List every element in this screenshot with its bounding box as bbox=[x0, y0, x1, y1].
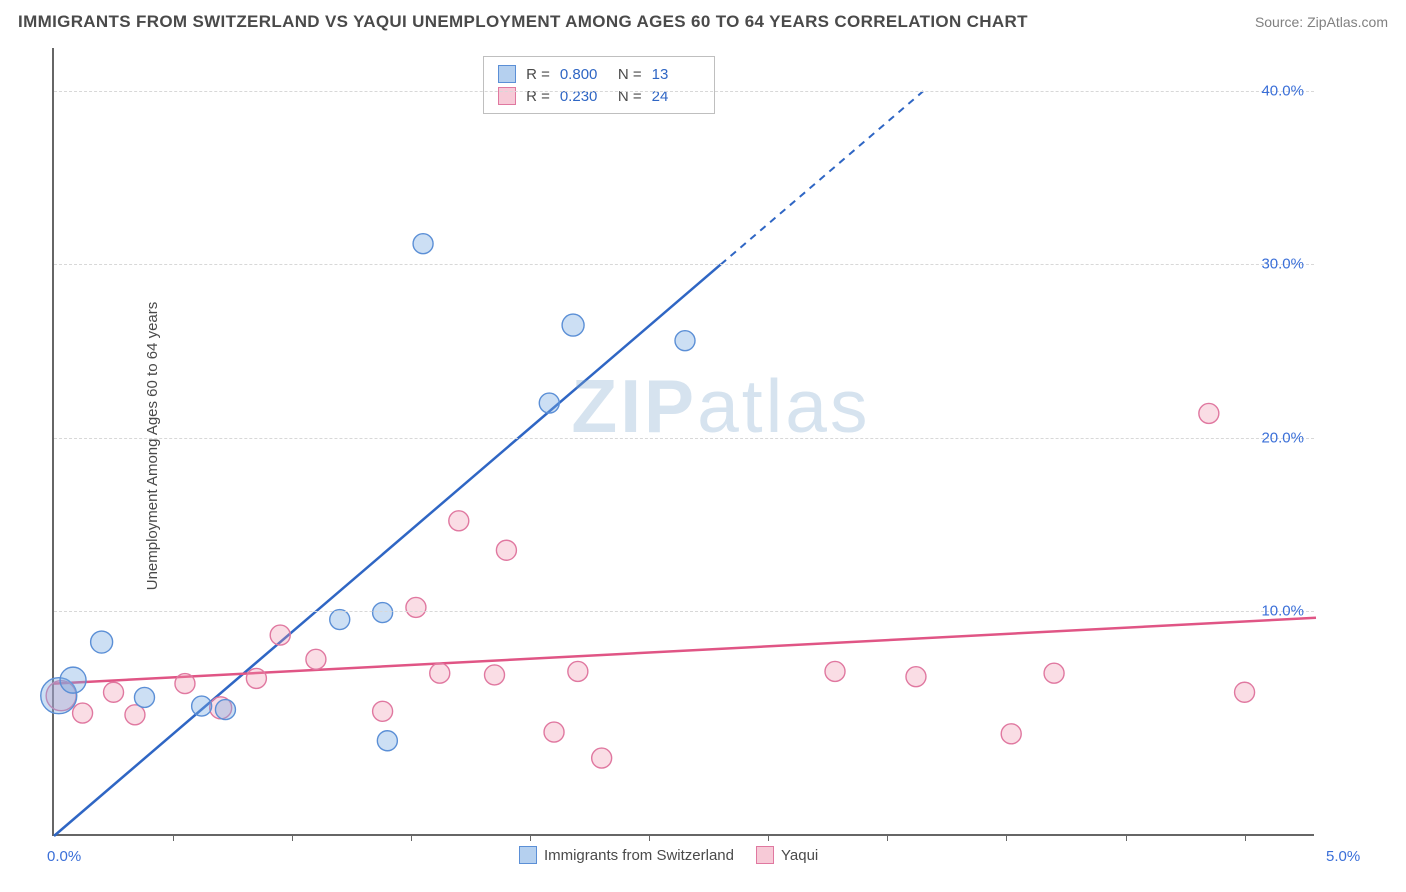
correlation-legend: R = 0.800 N = 13 R = 0.230 N = 24 bbox=[483, 56, 715, 114]
point-series2 bbox=[104, 682, 124, 702]
point-series2 bbox=[430, 663, 450, 683]
y-tick-label: 40.0% bbox=[1261, 83, 1304, 100]
series-legend: Immigrants from Switzerland Yaqui bbox=[519, 846, 818, 864]
legend-item: Yaqui bbox=[756, 846, 818, 864]
point-series1 bbox=[539, 393, 559, 413]
stat-n-label: N = bbox=[618, 66, 642, 83]
point-series2 bbox=[544, 722, 564, 742]
chart-title: IMMIGRANTS FROM SWITZERLAND VS YAQUI UNE… bbox=[18, 12, 1028, 32]
x-tick bbox=[649, 834, 650, 841]
point-series2 bbox=[1235, 682, 1255, 702]
point-series1 bbox=[91, 631, 113, 653]
x-axis-right-label: 5.0% bbox=[1326, 848, 1360, 865]
point-series1 bbox=[377, 731, 397, 751]
y-tick-label: 20.0% bbox=[1261, 429, 1304, 446]
point-series2 bbox=[496, 540, 516, 560]
point-series2 bbox=[246, 668, 266, 688]
legend-swatch bbox=[756, 846, 774, 864]
stat-n-value: 13 bbox=[652, 66, 700, 83]
point-series2 bbox=[406, 597, 426, 617]
x-tick bbox=[530, 834, 531, 841]
x-tick bbox=[411, 834, 412, 841]
gridline bbox=[54, 91, 1314, 92]
y-tick-label: 10.0% bbox=[1261, 602, 1304, 619]
point-series1 bbox=[330, 610, 350, 630]
stat-n-value: 24 bbox=[652, 88, 700, 105]
point-series2 bbox=[568, 661, 588, 681]
source-attribution: Source: ZipAtlas.com bbox=[1255, 14, 1388, 30]
x-tick bbox=[173, 834, 174, 841]
point-series1 bbox=[675, 331, 695, 351]
x-tick bbox=[887, 834, 888, 841]
point-series2 bbox=[825, 661, 845, 681]
legend-label: Immigrants from Switzerland bbox=[544, 847, 734, 864]
x-tick bbox=[292, 834, 293, 841]
point-series2 bbox=[1001, 724, 1021, 744]
legend-stat-row: R = 0.800 N = 13 bbox=[498, 63, 700, 85]
legend-swatch bbox=[519, 846, 537, 864]
point-series2 bbox=[373, 701, 393, 721]
trendline-series1-dashed bbox=[721, 91, 923, 264]
legend-stat-row: R = 0.230 N = 24 bbox=[498, 85, 700, 107]
stat-r-label: R = bbox=[526, 88, 550, 105]
point-series1 bbox=[60, 667, 86, 693]
point-series2 bbox=[592, 748, 612, 768]
point-series2 bbox=[906, 667, 926, 687]
gridline bbox=[54, 611, 1314, 612]
x-tick bbox=[1245, 834, 1246, 841]
x-axis-origin-label: 0.0% bbox=[47, 848, 81, 865]
x-tick bbox=[768, 834, 769, 841]
stat-r-label: R = bbox=[526, 66, 550, 83]
chart-svg bbox=[54, 48, 1316, 836]
legend-label: Yaqui bbox=[781, 847, 818, 864]
point-series1 bbox=[215, 700, 235, 720]
stat-r-value: 0.800 bbox=[560, 66, 608, 83]
legend-swatch bbox=[498, 65, 516, 83]
point-series2 bbox=[306, 649, 326, 669]
trendline-series2 bbox=[54, 618, 1316, 684]
point-series1 bbox=[413, 234, 433, 254]
legend-item: Immigrants from Switzerland bbox=[519, 846, 734, 864]
point-series2 bbox=[1199, 403, 1219, 423]
point-series1 bbox=[562, 314, 584, 336]
y-tick-label: 30.0% bbox=[1261, 256, 1304, 273]
gridline bbox=[54, 264, 1314, 265]
point-series1 bbox=[192, 696, 212, 716]
x-tick bbox=[1006, 834, 1007, 841]
point-series1 bbox=[134, 687, 154, 707]
point-series2 bbox=[449, 511, 469, 531]
gridline bbox=[54, 438, 1314, 439]
point-series1 bbox=[373, 603, 393, 623]
point-series2 bbox=[270, 625, 290, 645]
point-series2 bbox=[485, 665, 505, 685]
point-series2 bbox=[175, 674, 195, 694]
stat-n-label: N = bbox=[618, 88, 642, 105]
stat-r-value: 0.230 bbox=[560, 88, 608, 105]
x-tick bbox=[1126, 834, 1127, 841]
legend-swatch bbox=[498, 87, 516, 105]
plot-area: ZIPatlas R =0.800N =13R =0.230N =24 10.0… bbox=[52, 48, 1314, 836]
point-series2 bbox=[73, 703, 93, 723]
point-series2 bbox=[1044, 663, 1064, 683]
title-bar: IMMIGRANTS FROM SWITZERLAND VS YAQUI UNE… bbox=[18, 12, 1388, 32]
